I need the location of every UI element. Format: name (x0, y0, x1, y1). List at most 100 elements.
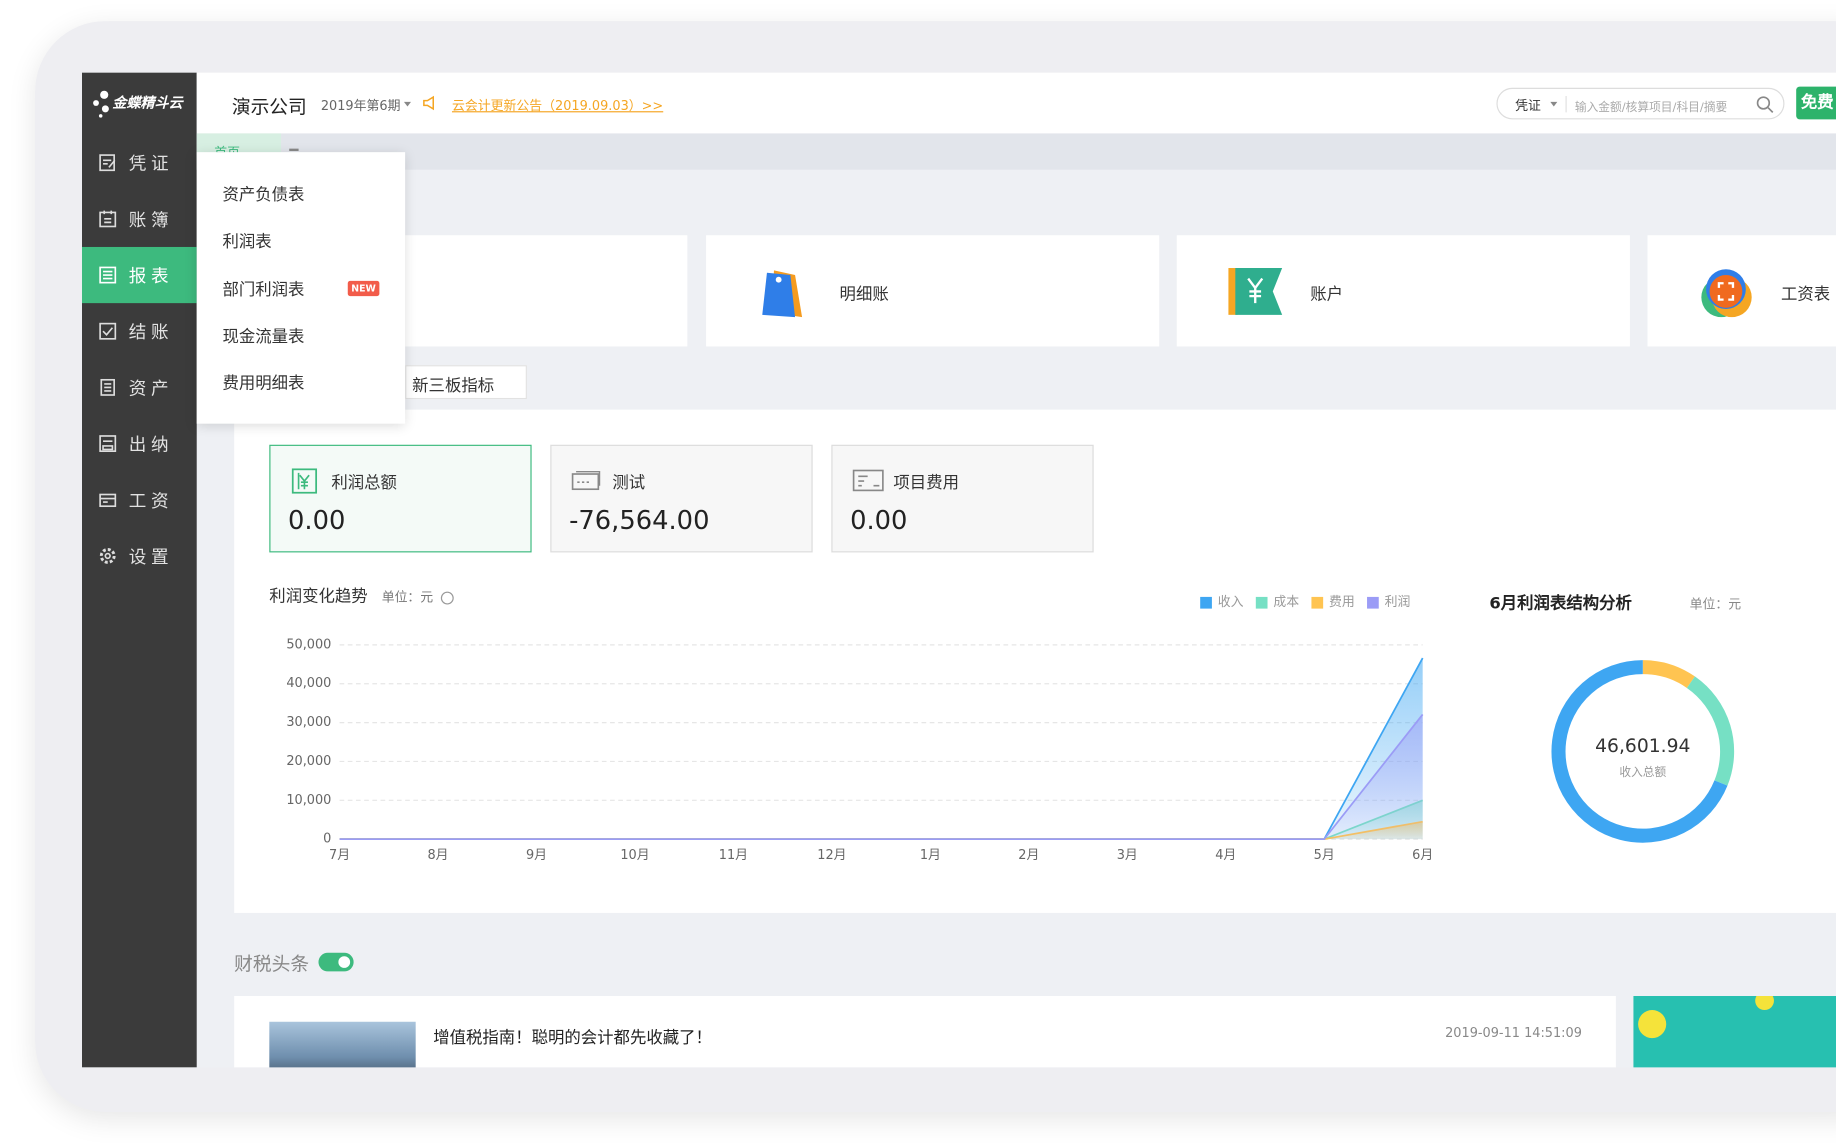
search-box[interactable]: 凭证 输入金额/核算项目/科目/摘要 (1496, 87, 1785, 120)
shortcut-card[interactable]: 账户 (1176, 235, 1630, 347)
menu-label: 凭证 (128, 152, 174, 174)
menu-item[interactable]: 凭证 (82, 135, 197, 191)
x-tick-label: 11月 (719, 848, 748, 863)
indicator-tab-label[interactable]: 新三板指标 (412, 376, 495, 396)
menu-item[interactable]: 账簿 (82, 191, 197, 247)
shortcut-card[interactable]: 明细账 (706, 235, 1160, 347)
legend-swatch (1255, 596, 1268, 609)
x-tick-label: 4月 (1215, 848, 1236, 863)
legend-label: 费用 (1329, 595, 1355, 610)
donut-slice (1686, 676, 1735, 786)
x-tick-label: 5月 (1314, 848, 1335, 863)
notice-link[interactable]: 云会计更新公告（2019.09.03）>> (451, 98, 664, 114)
y-tick-label: 20,000 (286, 754, 331, 769)
shortcut-card[interactable]: 工资表 (1647, 235, 1836, 347)
tab-control[interactable] (289, 148, 299, 151)
icon (99, 266, 117, 284)
account-icon (1228, 268, 1283, 315)
menu-item[interactable]: 结账 (82, 303, 197, 359)
news-title: 财税头条 (234, 952, 310, 975)
kpi-icon (291, 468, 318, 494)
donut-center-value: 46,601.94 (1595, 736, 1690, 757)
menu-item[interactable]: 出纳 (82, 415, 197, 471)
menu-label: 结账 (128, 321, 174, 343)
donut-slice (1642, 660, 1695, 689)
icon (99, 493, 117, 508)
payroll-icon (1701, 269, 1752, 318)
help-icon[interactable] (440, 591, 454, 605)
menu-label: 出纳 (128, 433, 174, 455)
caret (403, 101, 411, 107)
menu-label: 资产 (128, 377, 174, 399)
kpi-card[interactable]: 测试 -76,564.00 (550, 444, 813, 553)
y-tick-label: 0 (323, 832, 331, 847)
legend-swatch (1200, 596, 1212, 609)
menu-item[interactable]: 设置 (82, 528, 197, 584)
toggle[interactable] (318, 952, 354, 972)
y-tick-label: 30,000 (286, 715, 331, 730)
menu-item[interactable]: 工资 (82, 472, 197, 528)
dropdown-item[interactable]: 费用明细表 (222, 374, 305, 394)
sidebar: 金蝶精斗云 凭证 账簿 报表 结账 资产 出纳 工资 设置 (81, 72, 197, 1068)
menu-label: 账簿 (128, 208, 174, 230)
new-badge: NEW (347, 280, 380, 297)
news-image (269, 1021, 416, 1068)
indicator-tab[interactable]: 新三板指标 (405, 365, 527, 400)
news-card[interactable]: 增值税指南！聪明的会计都先收藏了！ 2019-09-11 14:51:09 (234, 996, 1616, 1068)
x-tick-label: 6月 (1412, 848, 1433, 863)
dropdown-item[interactable]: 资产负债表 (222, 186, 305, 205)
series-area (339, 800, 1423, 840)
x-tick-label: 2月 (1018, 848, 1039, 863)
series-line (339, 799, 1423, 841)
series-area (339, 658, 1423, 840)
kpi-card[interactable]: 项目费用 0.00 (831, 444, 1094, 553)
logo-text: 金蝶精斗云 (112, 94, 183, 112)
chart-subtitle: 单位：元 (1690, 598, 1742, 613)
search-type[interactable]: 凭证 (1515, 98, 1541, 114)
chart-title: 利润变化趋势 (269, 586, 367, 605)
legend-swatch (1311, 596, 1324, 609)
dropdown-item[interactable]: 现金流量表 (222, 327, 305, 347)
x-tick-label: 8月 (428, 848, 449, 863)
donut-slice (1551, 660, 1728, 843)
tab-bar: 首页 (196, 133, 1836, 170)
divider (1565, 95, 1567, 113)
top-bar: 演示公司 2019年第6期 云会计更新公告（2019.09.03）>> 凭证 输… (196, 72, 1836, 134)
icon (99, 322, 117, 340)
kpi-label: 测试 (612, 474, 646, 493)
banner[interactable] (1633, 996, 1836, 1068)
speaker-icon (423, 95, 435, 111)
y-tick-label: 10,000 (286, 793, 331, 808)
menu-label: 报表 (128, 265, 174, 287)
period[interactable]: 2019年第6期 (320, 98, 401, 114)
y-tick-label: 40,000 (286, 676, 331, 691)
menu-item[interactable]: 资产 (82, 359, 197, 415)
chart-subtitle: 单位：元 (382, 591, 434, 606)
shortcut-label[interactable]: 明细账 (839, 285, 889, 305)
ledger-icon (762, 270, 803, 318)
search-icon (1756, 96, 1774, 113)
shortcut-label[interactable]: 工资表 (1780, 285, 1831, 305)
dropdown-item[interactable]: 部门利润表 (222, 280, 305, 300)
donut-center-label: 收入总额 (1619, 765, 1666, 779)
icon (99, 548, 116, 564)
dropdown-item[interactable]: 利润表 (222, 232, 272, 252)
company-name[interactable]: 演示公司 (231, 95, 307, 119)
menu-item-active[interactable]: 报表 (81, 246, 197, 304)
x-tick-label: 1月 (920, 848, 941, 863)
kpi-card[interactable]: 利润总额 0.00 (269, 444, 532, 553)
icon (100, 378, 115, 396)
x-tick-label: 10月 (620, 848, 649, 863)
series-line (339, 820, 1423, 841)
series-area (339, 821, 1423, 840)
charts: 利润变化趋势 单位：元 0 10,000 20,000 30,000 40,000 50,00… (269, 586, 1742, 863)
series-line (339, 657, 1424, 841)
shortcut-label[interactable]: 账户 (1310, 285, 1344, 305)
news-item-title[interactable]: 增值税指南！聪明的会计都先收藏了！ (433, 1028, 712, 1048)
kpi-value: 0.00 (288, 506, 346, 537)
icon (99, 435, 117, 453)
news-item-date: 2019-09-11 14:51:09 (1445, 1025, 1582, 1041)
free-button[interactable]: 免费 (1796, 86, 1836, 120)
